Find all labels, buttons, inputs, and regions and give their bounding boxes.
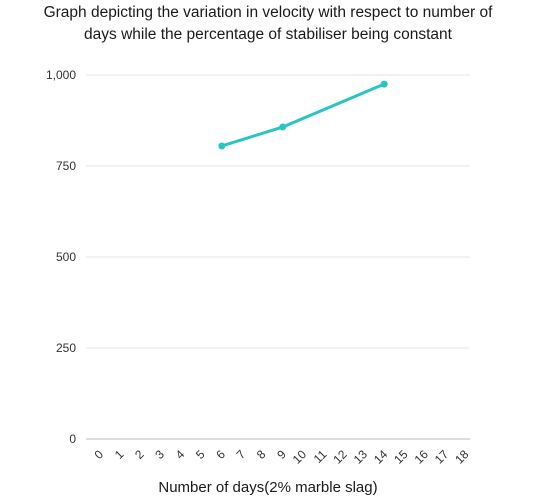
x-tick-label: 18 (452, 447, 472, 467)
y-tick-label: 1,000 (46, 68, 76, 82)
x-tick-label: 2 (132, 447, 147, 462)
series-line (220, 82, 386, 148)
x-tick-label: 4 (173, 447, 188, 462)
x-tick-label: 16 (412, 447, 432, 467)
x-tick-label: 3 (152, 447, 167, 462)
x-tick-label: 11 (311, 447, 330, 466)
x-tick-label: 12 (330, 447, 350, 467)
x-tick-label: 6 (213, 447, 228, 462)
x-tick-label: 13 (351, 447, 371, 467)
gridlines (86, 74, 470, 440)
x-tick-label: 15 (391, 447, 411, 467)
x-tick-label: 10 (290, 447, 310, 467)
x-tick-label: 5 (193, 447, 208, 462)
x-axis-ticks: 0 1 2 3 4 5 6 7 8 9 10 11 12 13 14 15 16 17 18 (91, 447, 471, 467)
x-tick-label: 7 (234, 447, 249, 462)
x-tick-label: 0 (91, 447, 106, 462)
chart-title: Graph depicting the variation in velocit… (0, 2, 536, 46)
x-tick-label: 8 (254, 447, 269, 462)
data-point (380, 80, 388, 88)
series-layer (218, 80, 388, 150)
x-tick-label: 9 (274, 447, 289, 462)
y-tick-label: 500 (56, 250, 76, 264)
x-tick-label: 14 (371, 447, 391, 467)
chart-title-line-2: days while the percentage of stabiliser … (84, 26, 452, 43)
y-tick-label: 750 (56, 159, 76, 173)
x-tick-label: 17 (432, 447, 452, 467)
y-tick-label: 0 (69, 432, 76, 446)
y-axis-ticks: 0 250 500 750 1,000 (46, 68, 76, 446)
y-tick-label: 250 (56, 341, 76, 355)
chart-title-line-1: Graph depicting the variation in velocit… (43, 4, 493, 21)
x-axis-label: Number of days(2% marble slag) (158, 479, 377, 496)
x-tick-label: 1 (112, 447, 127, 462)
data-point (279, 123, 287, 131)
data-point (218, 142, 226, 150)
